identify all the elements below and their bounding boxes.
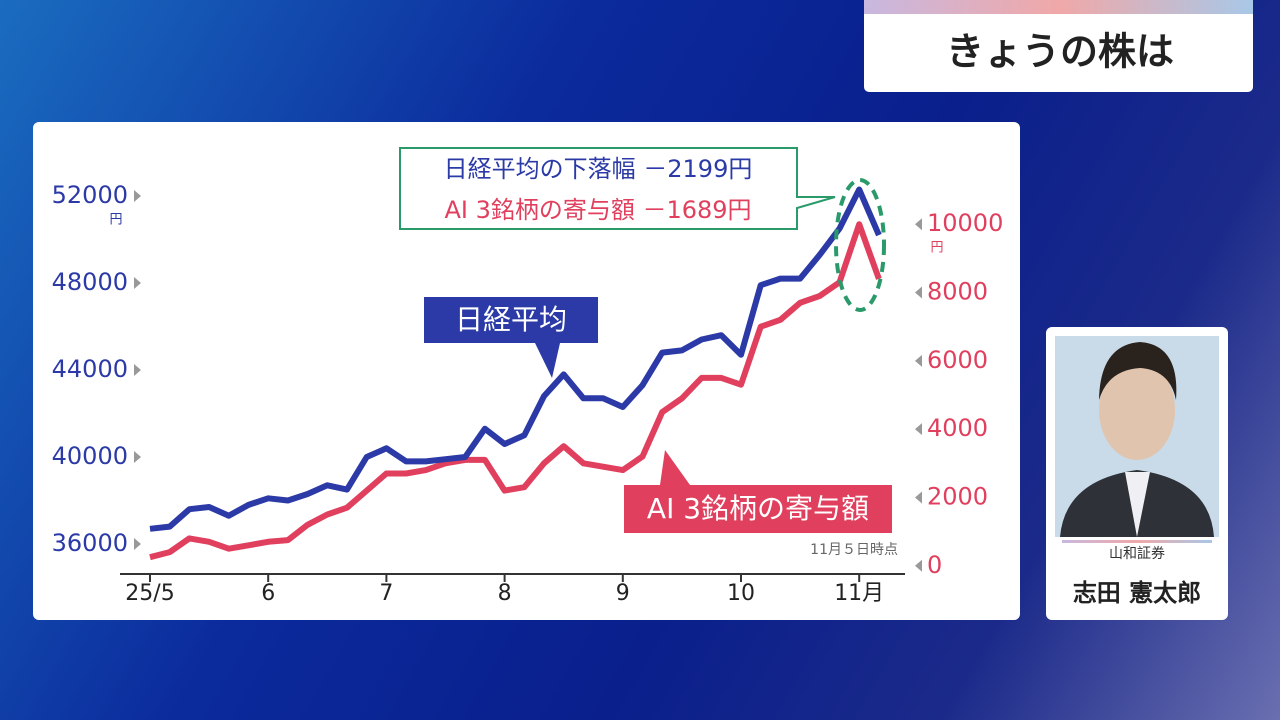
y2-tick	[915, 423, 922, 436]
title-banner	[864, 0, 1253, 92]
y-tick-label: 52000	[52, 181, 128, 209]
callout-line: AI 3銘柄の寄与額 －1689円	[444, 196, 751, 224]
plot: 36000 40000 44000 48000 52000 円 0 2000 4000 6000 8…	[52, 181, 1004, 606]
chart-note: 11月５日時点	[810, 542, 898, 558]
y-tick	[134, 277, 141, 289]
x-tick-label: 9	[616, 581, 630, 606]
series-label-box	[624, 450, 892, 533]
y-tick-label: 48000	[52, 268, 128, 296]
photo-face	[1099, 360, 1175, 460]
y2-tick	[915, 354, 922, 367]
y2-tick-label: 4000	[927, 414, 988, 442]
x-tick-label: 10	[727, 581, 755, 606]
y-tick-label: 40000	[52, 442, 128, 470]
y2-tick	[915, 491, 922, 504]
series-line	[149, 221, 882, 561]
highlight-ellipse	[834, 178, 886, 312]
y-tick-label: 36000	[52, 529, 128, 557]
x-tick-label: 25/5	[125, 581, 174, 606]
y2-tick	[915, 218, 922, 231]
y-tick	[134, 451, 141, 463]
y2-tick-label: 0	[927, 551, 942, 579]
y-tick	[134, 364, 141, 376]
analyst-company: 山和証券	[1109, 546, 1165, 562]
callout-box	[399, 147, 836, 230]
y-tick	[134, 190, 141, 202]
series-label-box	[424, 297, 598, 378]
y2-tick-label: 10000	[927, 209, 1003, 237]
banner-strip	[864, 0, 1253, 14]
series-label: 日経平均	[455, 303, 567, 336]
y2-tick	[915, 559, 922, 572]
x-tick-label: 6	[261, 581, 275, 606]
x-tick-label: 11月	[834, 581, 884, 606]
photo-hair	[1099, 342, 1177, 400]
card-strip	[1062, 540, 1212, 543]
y2-unit: 円	[930, 241, 943, 256]
y2-tick-label: 8000	[927, 278, 988, 306]
photo-shirt	[1125, 472, 1150, 537]
series-label: AI 3銘柄の寄与額	[647, 492, 869, 525]
y2-tick-label: 6000	[927, 346, 988, 374]
callout-line: 日経平均の下落幅 －2199円	[444, 155, 753, 183]
x-tick-label: 8	[498, 581, 512, 606]
y-unit: 円	[109, 213, 122, 228]
y-tick	[134, 538, 141, 550]
analyst-name: 志田 憲太郎	[1073, 579, 1201, 607]
series-line	[149, 186, 882, 532]
y2-tick-label: 2000	[927, 482, 988, 510]
x-tick-label: 7	[379, 581, 393, 606]
y2-tick	[915, 286, 922, 299]
y-tick-label: 44000	[52, 355, 128, 383]
banner-title: きょうの株は	[946, 30, 1174, 74]
